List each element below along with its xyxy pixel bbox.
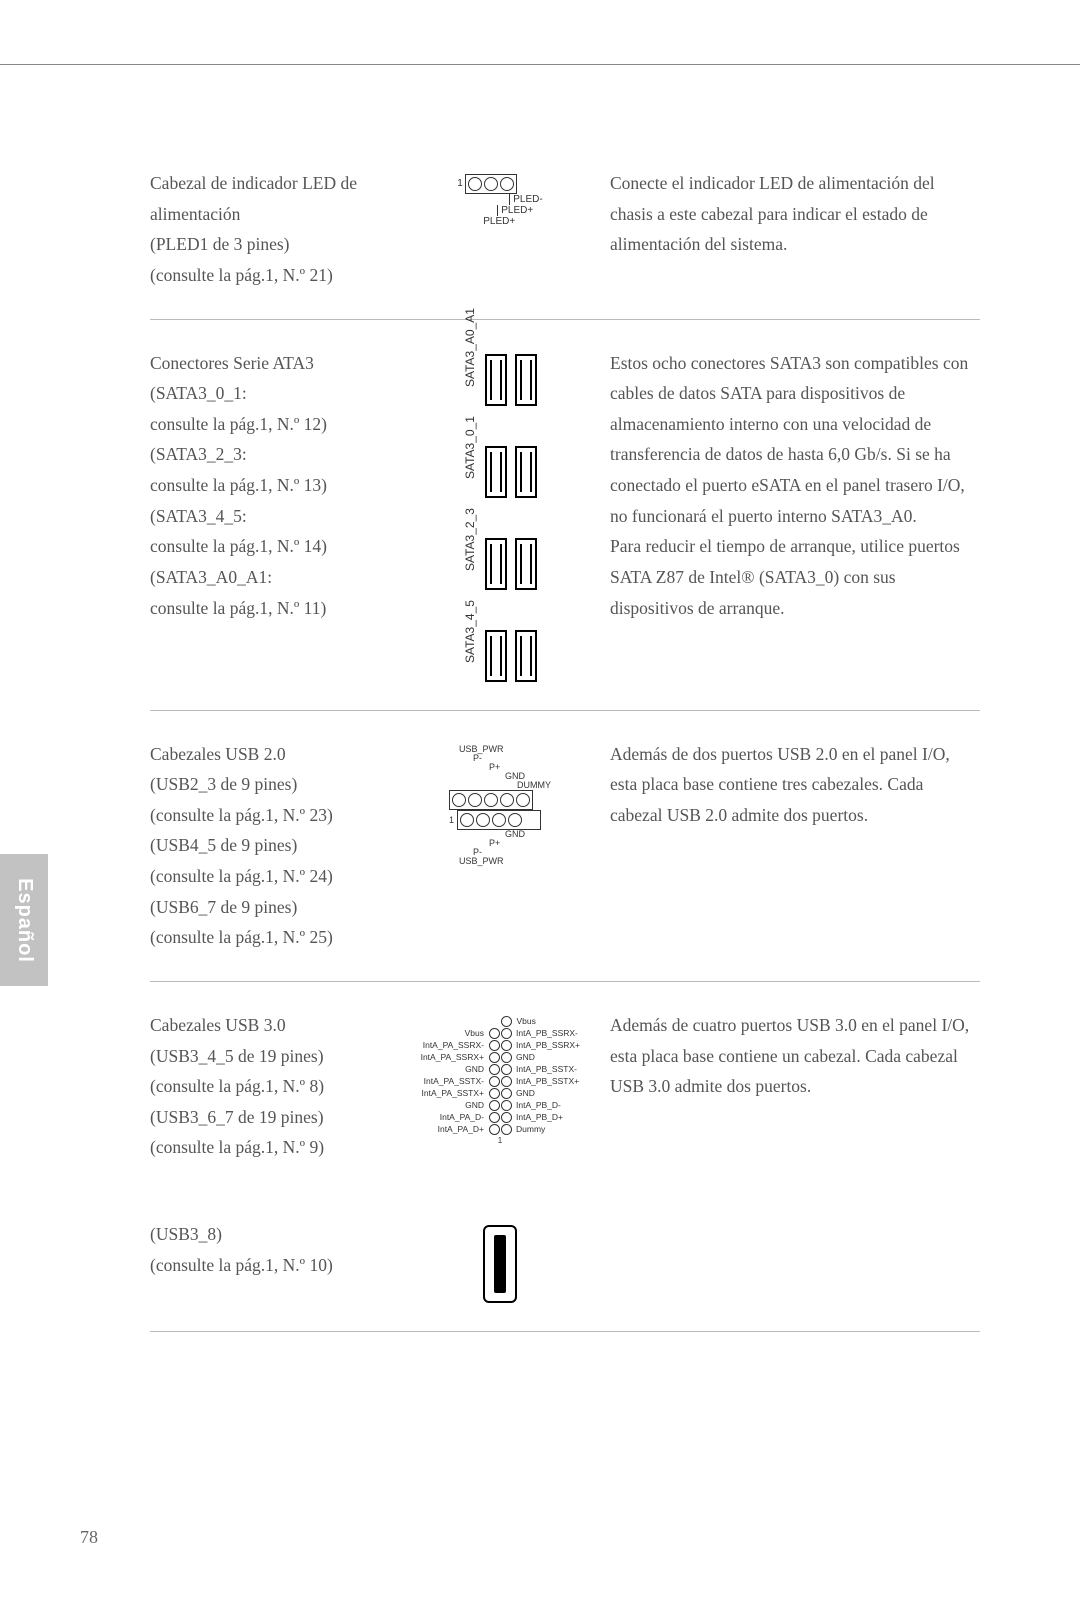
- section-right: [600, 1219, 980, 1303]
- sata-label: SATA3_0_1: [463, 465, 477, 479]
- section-diagram-usb30: VbusVbus IntA_PB_SSRX-IntA_PA_SSRX- IntA…: [400, 1010, 600, 1163]
- section-usb20: Cabezales USB 2.0 (USB2_3 de 9 pines) (c…: [150, 711, 980, 982]
- page-number: 78: [80, 1527, 98, 1548]
- section-right: Además de cuatro puertos USB 3.0 en el p…: [600, 1010, 980, 1163]
- section-left: (USB3_8) (consulte la pág.1, N.º 10): [150, 1219, 400, 1303]
- section-left: Cabezal de indicador LED de alimentación…: [150, 168, 400, 291]
- section-right: Además de dos puertos USB 2.0 en el pane…: [600, 739, 980, 953]
- section-pled: Cabezal de indicador LED de alimentación…: [150, 168, 980, 320]
- pled-label: PLED-: [509, 194, 542, 205]
- top-rule: [0, 64, 1080, 65]
- usb20-pin: DUMMY: [517, 781, 551, 790]
- usb20-pin: USB_PWR: [459, 857, 551, 866]
- usb20-pin: GND: [505, 830, 551, 839]
- sata-label: SATA3_4_5: [463, 649, 477, 663]
- content-area: Cabezal de indicador LED de alimentación…: [150, 168, 980, 1332]
- section-diagram-sata: SATA3_A0_A1 SATA3_0_1 SATA3_2_3 SATA3_4_…: [400, 348, 600, 682]
- section-diagram-pled: 1 PLED- PLED+ PLED+: [400, 168, 600, 291]
- section-diagram-vconn: [400, 1219, 600, 1303]
- section-diagram-usb20: USB_PWR P- P+ GND DUMMY 1 GND P+ P-: [400, 739, 600, 953]
- section-usb30: Cabezales USB 3.0 (USB3_4_5 de 19 pines)…: [150, 982, 980, 1191]
- sata-label: SATA3_A0_A1: [463, 373, 477, 387]
- language-tab: Español: [0, 854, 48, 986]
- pled-label: PLED+: [483, 216, 542, 227]
- section-usb38: (USB3_8) (consulte la pág.1, N.º 10): [150, 1191, 980, 1332]
- sata-label: SATA3_2_3: [463, 557, 477, 571]
- section-right: Conecte el indicador LED de alimentación…: [600, 168, 980, 291]
- section-left: Conectores Serie ATA3 (SATA3_0_1: consul…: [150, 348, 400, 682]
- usb20-pin: P-: [473, 754, 551, 763]
- pled-label: PLED+: [497, 205, 542, 216]
- section-sata: Conectores Serie ATA3 (SATA3_0_1: consul…: [150, 320, 980, 711]
- section-right: Estos ocho conectores SATA3 son compatib…: [600, 348, 980, 682]
- usb20-pin: P+: [489, 839, 551, 848]
- section-left: Cabezales USB 2.0 (USB2_3 de 9 pines) (c…: [150, 739, 400, 953]
- language-label: Español: [13, 878, 36, 963]
- section-left: Cabezales USB 3.0 (USB3_4_5 de 19 pines)…: [150, 1010, 400, 1163]
